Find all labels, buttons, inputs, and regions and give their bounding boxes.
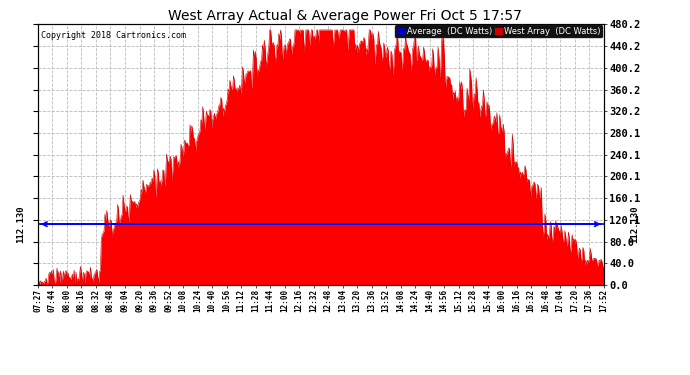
Text: 112.130: 112.130: [17, 206, 26, 243]
Legend: Average  (DC Watts), West Array  (DC Watts): Average (DC Watts), West Array (DC Watts…: [395, 25, 603, 38]
Text: Copyright 2018 Cartronics.com: Copyright 2018 Cartronics.com: [41, 31, 186, 40]
Text: West Array Actual & Average Power Fri Oct 5 17:57: West Array Actual & Average Power Fri Oc…: [168, 9, 522, 23]
Text: 112.130: 112.130: [631, 206, 640, 243]
